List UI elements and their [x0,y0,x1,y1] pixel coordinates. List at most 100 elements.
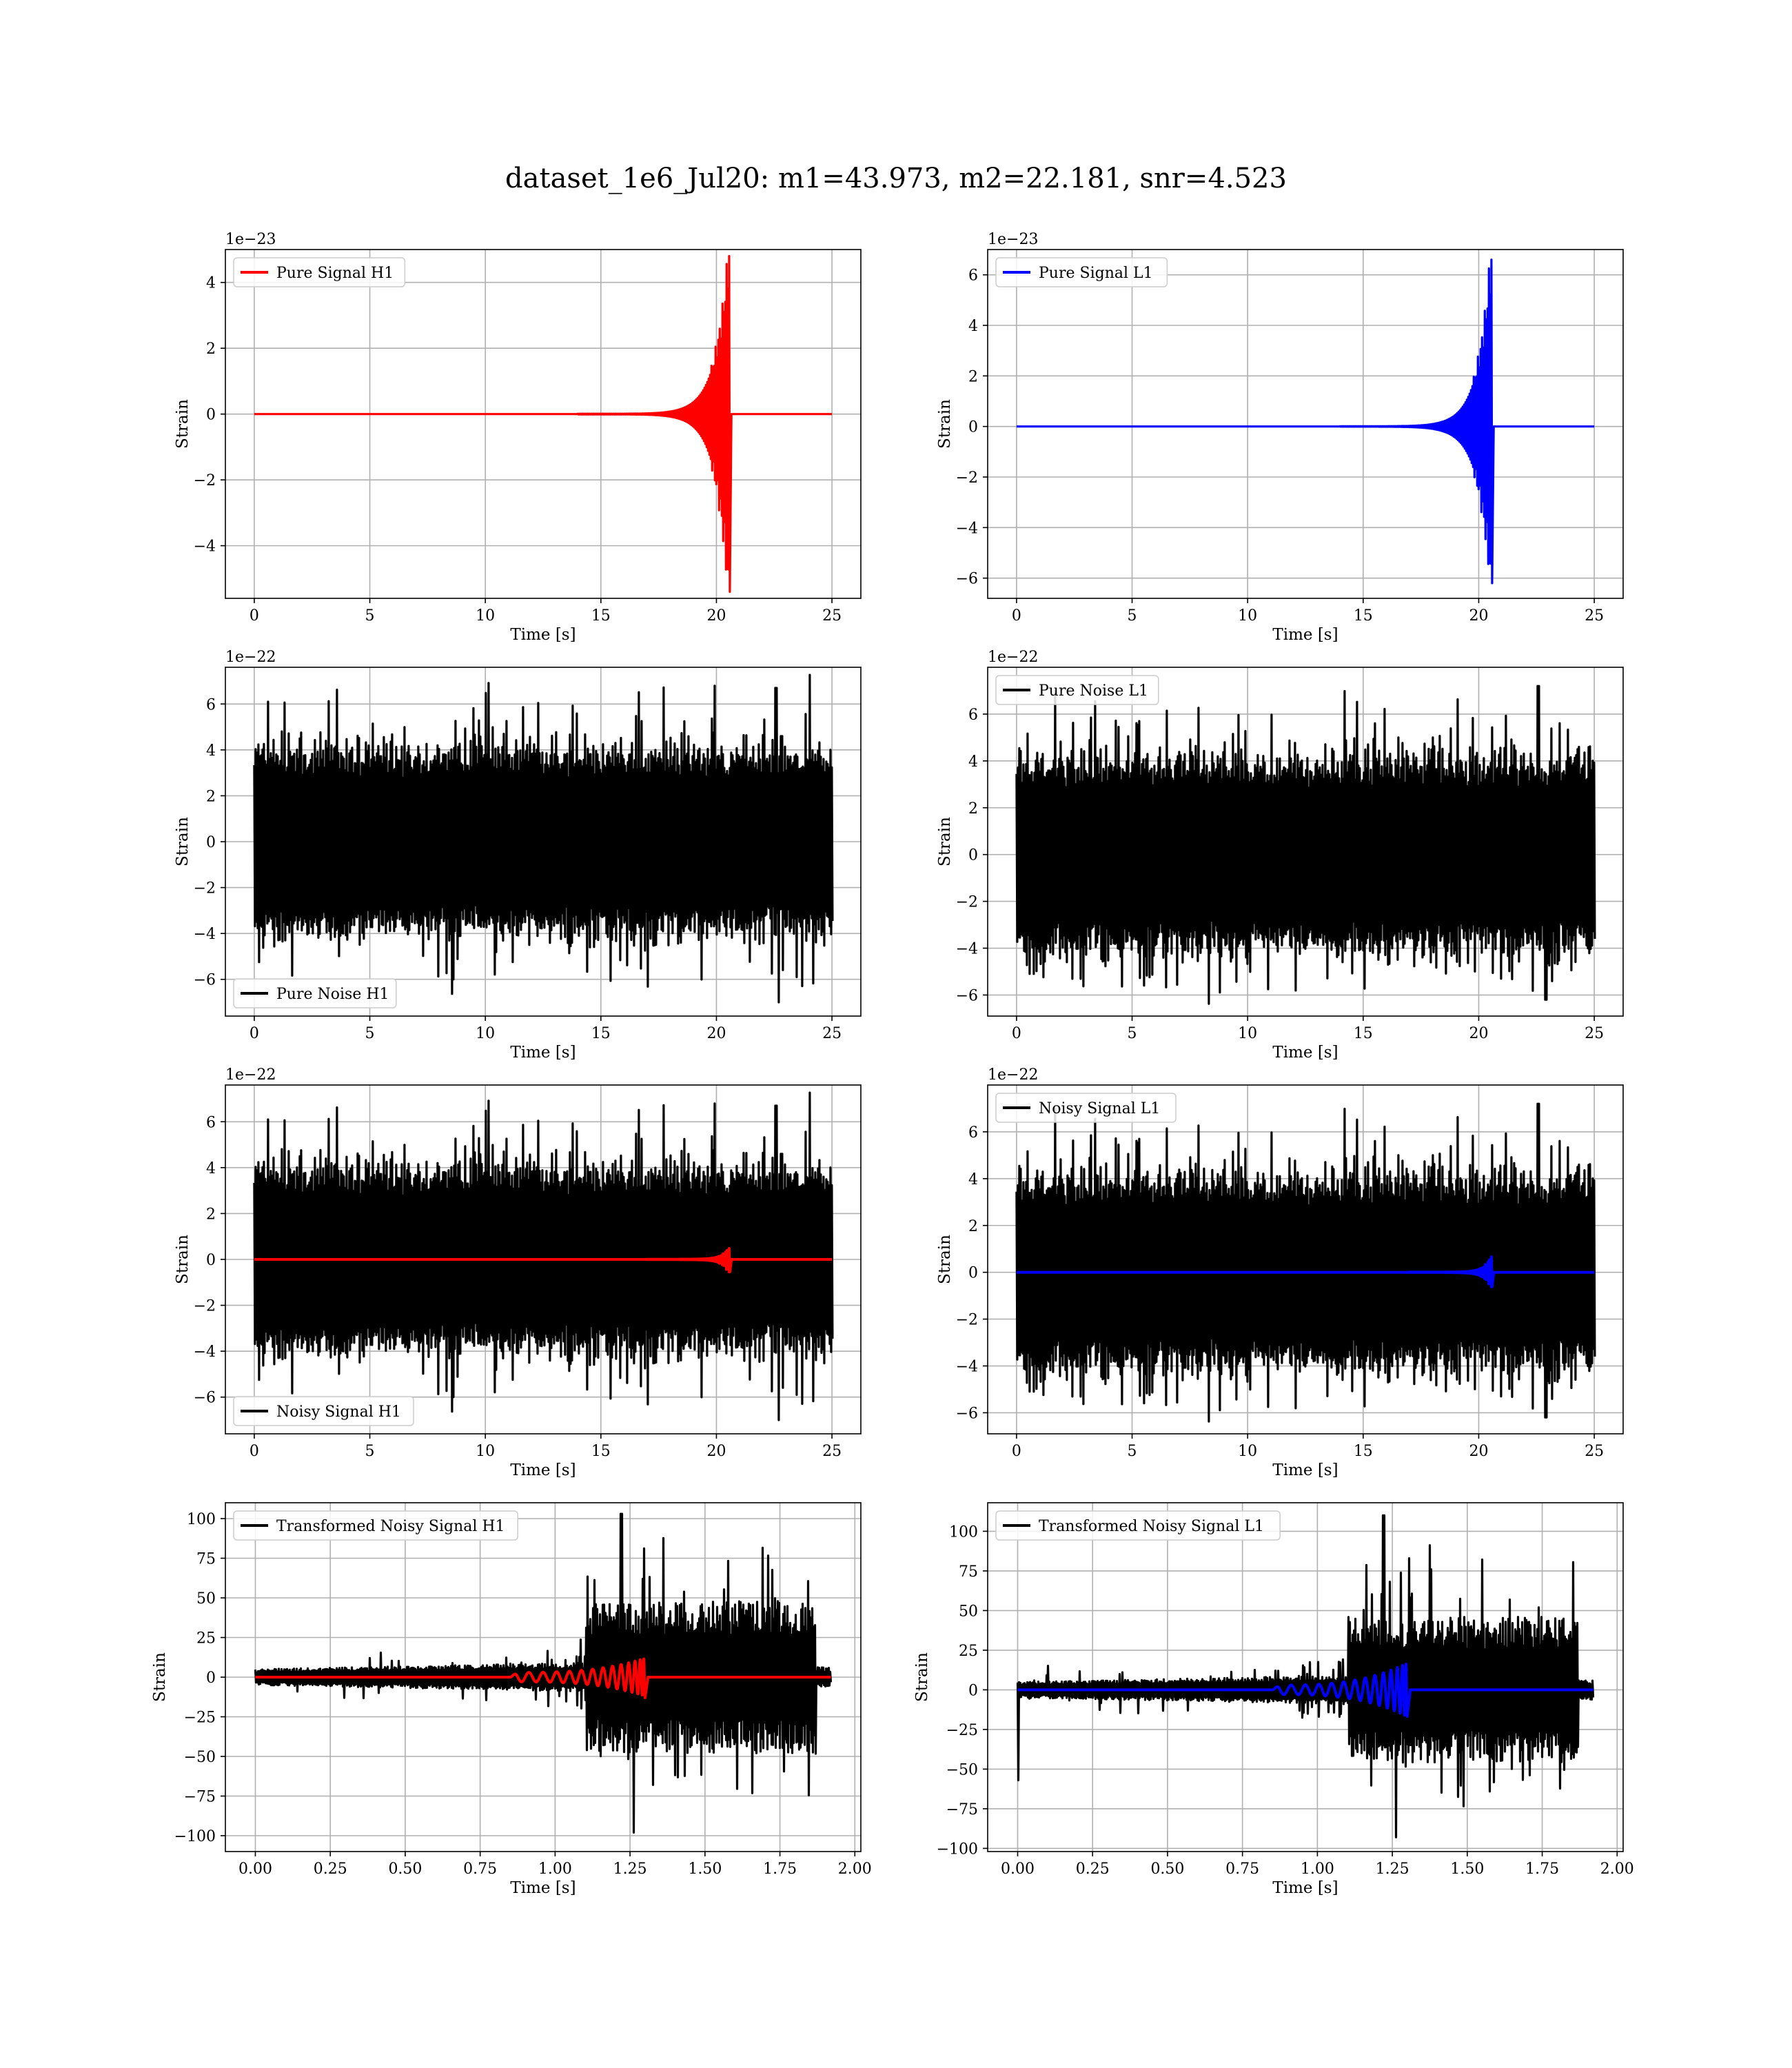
y-offset-label: 1e−22 [988,649,1038,666]
y-tick-label: 6 [206,696,216,713]
panel-pure-signal-l1: 0 5 10 15 20 25 −6 −4 −2 0 2 4 6 Time [s] Strain 1e−23P… [936,231,1624,644]
series-group [253,1091,834,1421]
x-tick-label: 1.25 [613,1861,647,1878]
x-tick-label: 25 [822,607,842,625]
y-offset-label: 1e−22 [225,649,276,666]
y-tick-label: −50 [946,1761,978,1778]
axes-frame [987,1084,1624,1435]
y-tick-label: −2 [956,894,978,911]
series-line-pure-signal-l1 [1016,258,1595,585]
series-line-transformed-noisy-signal-l1 [1016,1514,1595,1838]
y-tick-label: 2 [968,800,978,818]
x-tick-label: 10 [1238,1025,1257,1042]
y-tick-label: 2 [206,341,216,358]
series-group [254,254,833,594]
y-tick-label: −6 [956,571,978,588]
x-axis-label: Time [s] [1272,1461,1338,1479]
x-tick-label: 10 [476,607,495,625]
legend: Transformed Noisy Signal H1 [233,1510,518,1541]
x-tick-label: 5 [365,607,375,625]
legend: Pure Signal L1 [995,257,1168,287]
legend-box [233,257,406,287]
y-axis-label: Strain [174,399,192,449]
y-tick-label: −2 [194,880,216,898]
legend-label: Pure Noise L1 [1039,682,1148,700]
x-tick-label: 0 [250,1443,259,1460]
x-tick-label: 20 [706,1443,726,1460]
x-tick-label: 15 [591,1443,611,1460]
y-axis-label: Strain [936,399,954,449]
panel-noisy-signal-l1: 0 5 10 15 20 25 −6 −4 −2 0 2 4 6 Time [s] Strain 1e−22N… [936,1066,1624,1479]
x-tick-label: 15 [1354,607,1373,625]
y-tick-label: −4 [194,1344,216,1361]
series-line-noisy-signal-l1 [1015,1102,1596,1423]
x-tick-label: 0 [1012,1443,1021,1460]
axes-frame [987,667,1624,1017]
x-tick-label: 0 [250,1025,259,1042]
legend-box [995,257,1168,287]
legend-label: Noisy Signal H1 [276,1403,401,1421]
legend-box [995,1510,1281,1541]
x-tick-label: 5 [1128,1443,1137,1460]
series-line-pure-noise-h1 [253,673,834,1004]
y-tick-label: 100 [187,1511,216,1528]
x-tick-label: 20 [1469,607,1488,625]
x-tick-label: 1.25 [1376,1861,1409,1878]
x-tick-label: 5 [1128,1025,1137,1042]
x-tick-label: 20 [706,607,726,625]
y-tick-label: −6 [194,1390,216,1407]
y-tick-label: −100 [174,1828,216,1845]
x-tick-label: 0.25 [1076,1861,1110,1878]
x-tick-label: 20 [706,1025,726,1042]
y-tick-label: 25 [959,1643,978,1660]
y-tick-label: −6 [194,972,216,989]
y-tick-label: −50 [184,1749,216,1766]
y-tick-label: 2 [968,1218,978,1235]
x-tick-label: 1.75 [763,1861,797,1878]
series-line-overlay-1 [255,1657,831,1699]
y-offset-label: 1e−22 [225,1066,276,1084]
y-axis-label: Strain [913,1652,931,1702]
y-tick-label: −25 [184,1710,216,1727]
x-tick-label: 10 [476,1443,495,1460]
series-line-overlay-1 [254,1247,833,1274]
legend: Noisy Signal L1 [995,1093,1177,1123]
figure-title: dataset_1e6_Jul20: m1=43.973, m2=22.181,… [505,163,1287,194]
y-tick-label: 4 [968,753,978,771]
x-tick-label: 1.50 [1450,1861,1484,1878]
x-tick-label: 20 [1469,1025,1488,1042]
axes-frame [987,1502,1624,1852]
y-tick-label: 0 [968,1265,978,1282]
axes-frame [225,249,862,599]
y-tick-label: 100 [949,1523,978,1541]
x-axis-label: Time [s] [1272,626,1338,644]
series-line-overlay-1 [1017,1663,1594,1719]
x-tick-label: 10 [476,1025,495,1042]
panel-transformed-noisy-signal-h1: 0.00 0.25 0.50 0.75 1.00 1.25 1.50 1.75 2.00 −100… [151,1502,872,1897]
x-tick-label: 5 [365,1025,375,1042]
y-tick-label: 50 [959,1603,978,1620]
x-tick-label: 2.00 [838,1861,872,1878]
y-tick-label: 4 [206,1160,216,1177]
x-tick-label: 0.75 [1225,1861,1259,1878]
panel-pure-noise-h1: 0 5 10 15 20 25 −6 −4 −2 0 2 4 6 Time [s] Strain 1e−22 P… [174,649,862,1062]
axes-frame [987,249,1624,599]
y-tick-label: 4 [206,742,216,760]
y-tick-label: −75 [184,1789,216,1806]
y-axis-label: Strain [174,1235,192,1284]
y-tick-label: −2 [194,472,216,489]
y-axis-label: Strain [174,817,192,866]
x-tick-label: 0 [1012,607,1021,625]
legend-box [233,1396,414,1426]
y-tick-label: 50 [196,1590,216,1608]
y-axis-label: Strain [151,1652,169,1702]
legend-label: Transformed Noisy Signal L1 [1039,1518,1264,1535]
x-tick-label: 25 [1585,607,1604,625]
y-tick-label: 75 [196,1551,216,1568]
y-tick-label: −75 [946,1801,978,1818]
series-line-transformed-noisy-signal-h1 [254,1512,833,1834]
y-tick-label: 0 [206,1252,216,1269]
series-group [1015,1102,1596,1423]
x-axis-label: Time [s] [510,626,576,644]
series-group [1015,685,1596,1005]
